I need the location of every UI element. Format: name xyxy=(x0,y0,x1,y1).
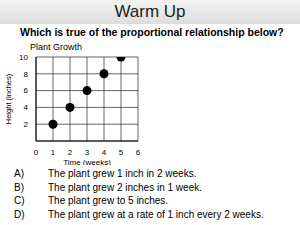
html-text:C): C) xyxy=(14,195,25,206)
svg-text:2: 2 xyxy=(24,120,29,129)
html-text:The plant grew to 5 inches.: The plant grew to 5 inches. xyxy=(48,195,169,206)
svg-text:8: 8 xyxy=(24,70,29,79)
html-text:A): A) xyxy=(14,168,24,179)
html-text:Which is true of the proportio: Which is true of the proportional relati… xyxy=(20,26,284,38)
svg-text:1: 1 xyxy=(51,148,56,157)
html-text:The plant grew 1 inch in 2 wee: The plant grew 1 inch in 2 weeks. xyxy=(48,168,197,179)
html-text:D): D) xyxy=(14,208,25,220)
svg-text:4: 4 xyxy=(102,148,107,157)
svg-text:Height (inches): Height (inches) xyxy=(8,73,13,124)
svg-text:3: 3 xyxy=(85,148,90,157)
svg-text:2: 2 xyxy=(68,148,73,157)
html-text:B): B) xyxy=(14,181,24,193)
html-text:Warm Up: Warm Up xyxy=(114,2,186,21)
html-text:The plant grew 2 inches in 1 w: The plant grew 2 inches in 1 week. xyxy=(48,181,202,193)
html-text:Plant Growth: Plant Growth xyxy=(30,42,82,52)
svg-text:0: 0 xyxy=(34,148,39,157)
svg-text:6: 6 xyxy=(136,148,141,157)
html-text:The plant grew at a rate of 1: The plant grew at a rate of 1 inch every… xyxy=(48,208,264,220)
svg-text:10: 10 xyxy=(19,53,28,62)
svg-text:4: 4 xyxy=(24,103,29,112)
svg-text:5: 5 xyxy=(119,148,124,157)
svg-text:6: 6 xyxy=(24,86,29,95)
svg-text:Time (weeks): Time (weeks) xyxy=(63,158,111,165)
